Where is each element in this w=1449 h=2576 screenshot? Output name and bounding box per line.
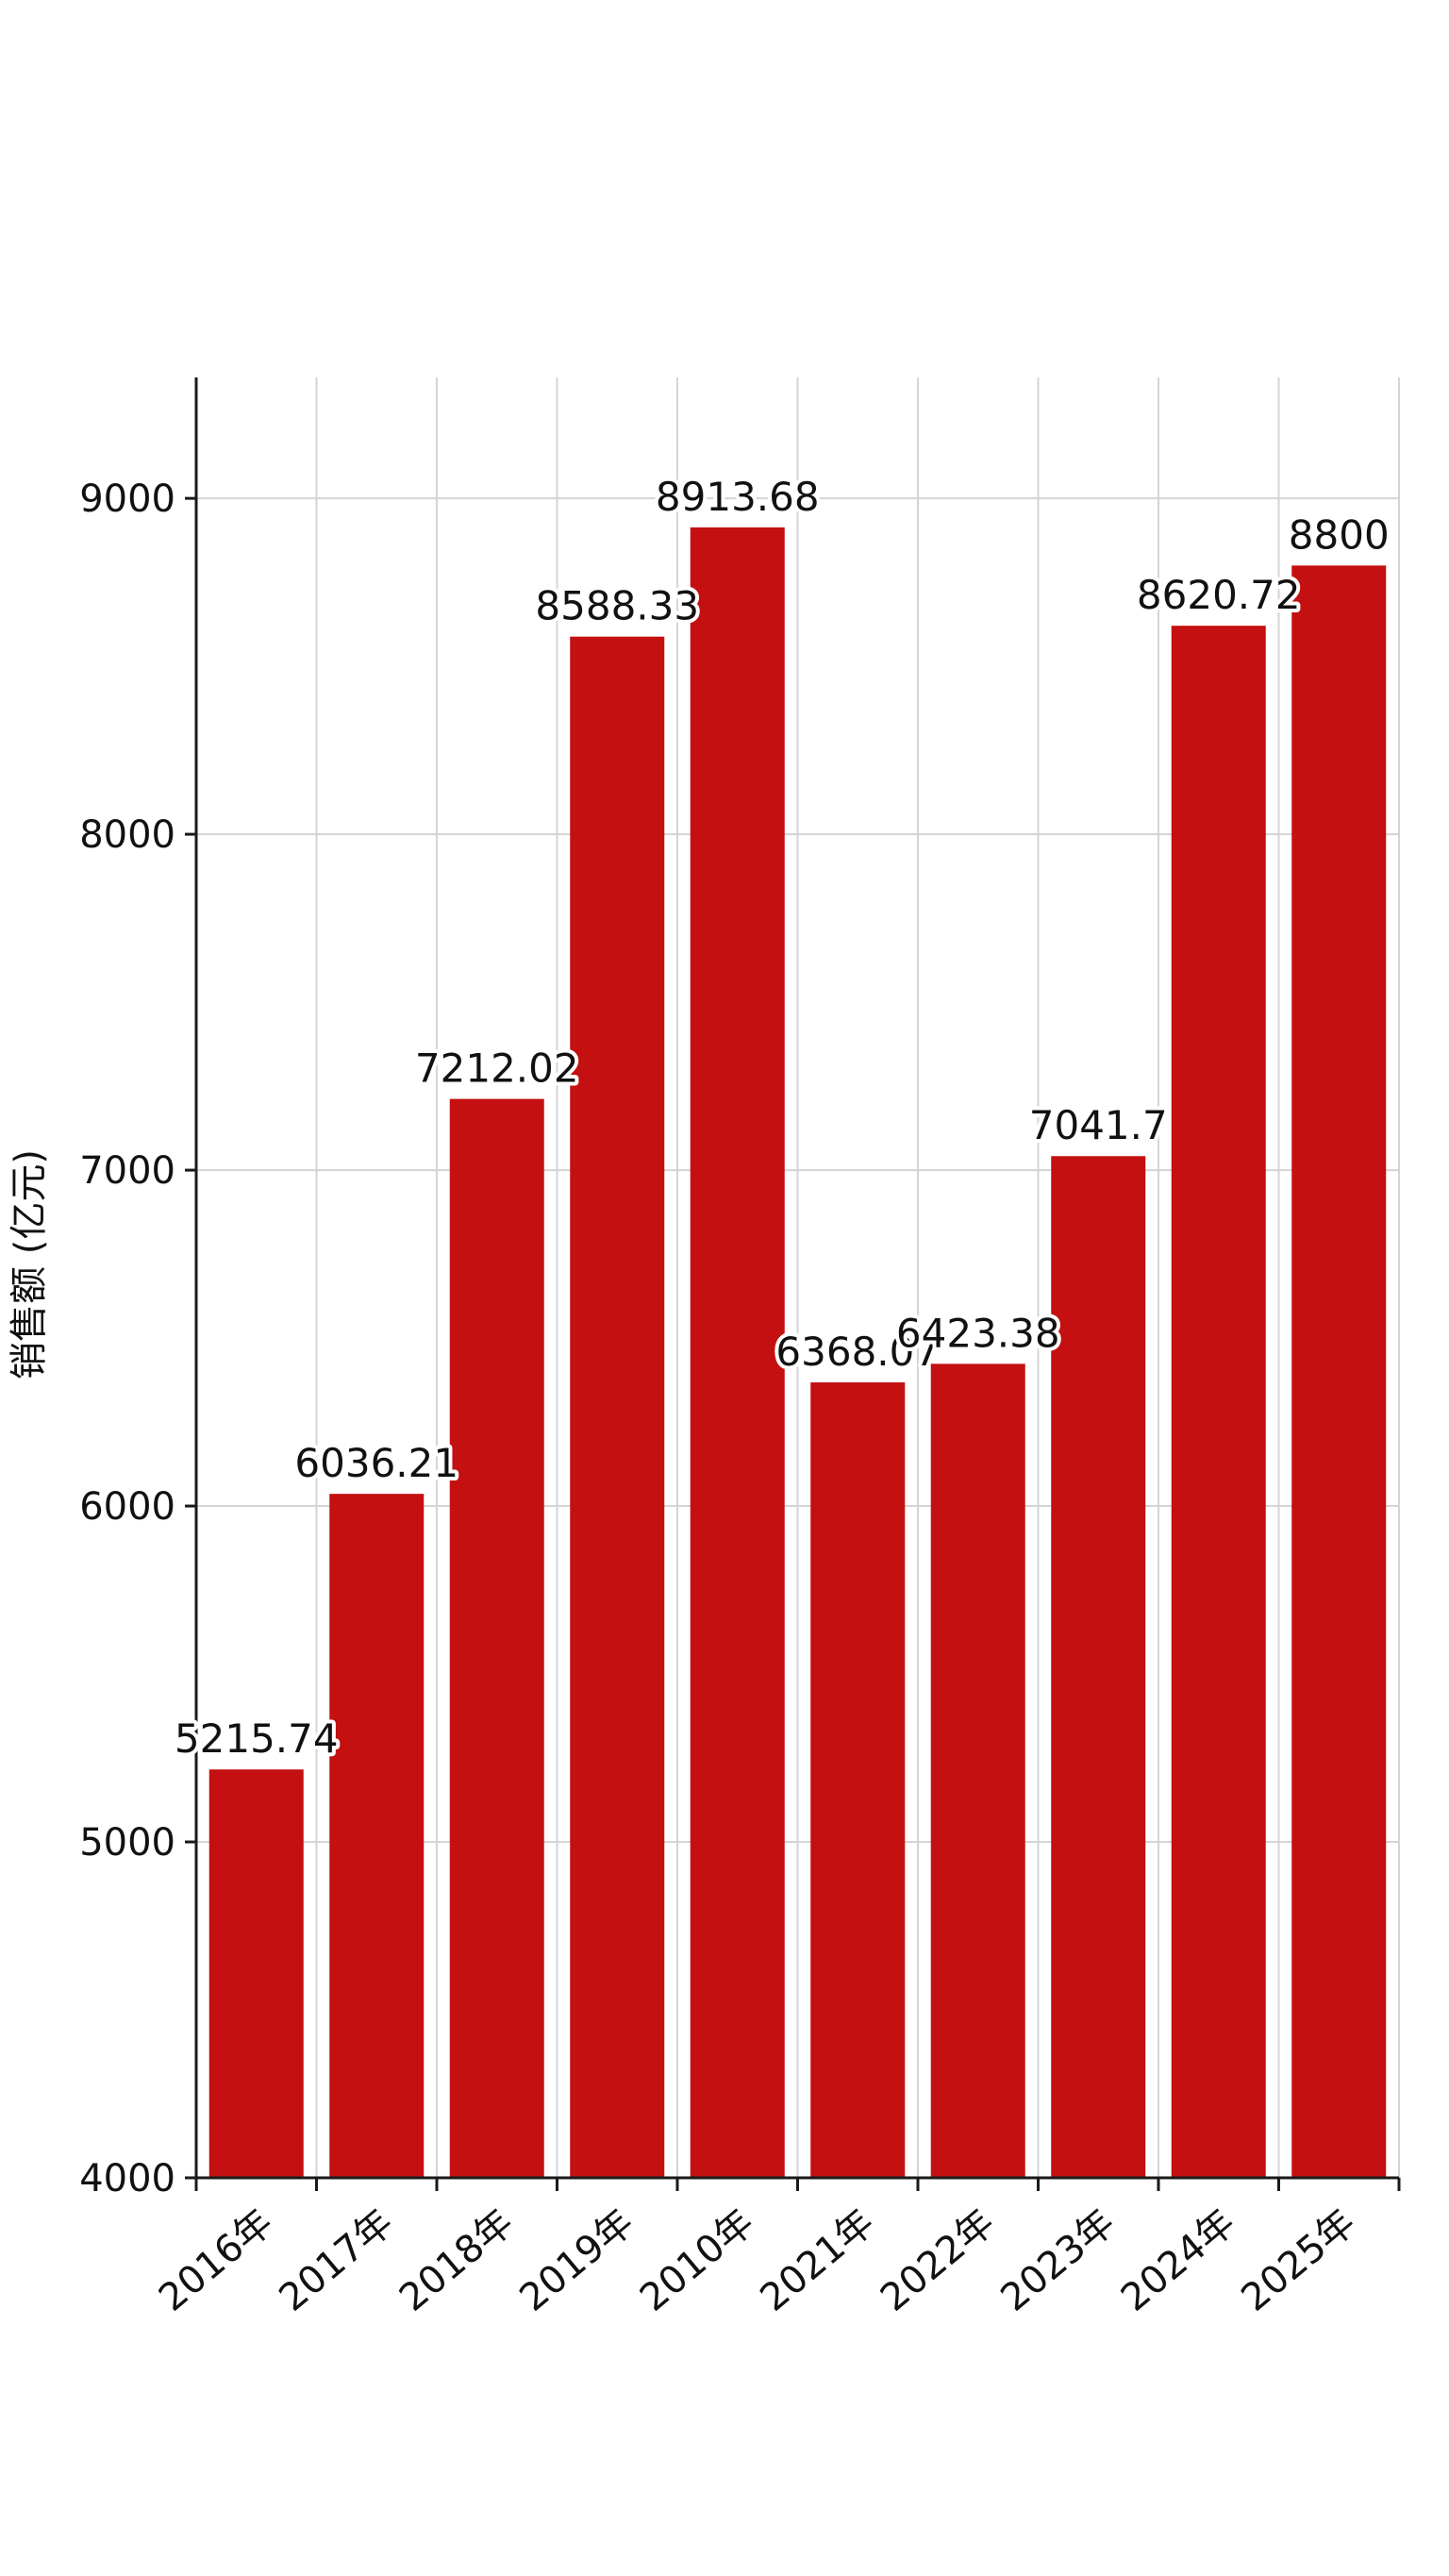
- bar-value-label: 8800: [1289, 511, 1390, 558]
- x-tick-label: 2016年: [151, 2200, 281, 2319]
- data-labels: 5215.74 6036.21 7212.02 8588.33 8913.68 6368.…: [171, 470, 1393, 1765]
- bar: [329, 1494, 425, 2178]
- bar-value-label: 5215.74: [175, 1715, 339, 1762]
- y-tick-label: 6000: [79, 1485, 175, 1529]
- bar-value-label: 6368.07: [775, 1329, 940, 1375]
- bar: [1291, 565, 1387, 2178]
- x-tick-label: 2010年: [632, 2200, 762, 2319]
- grid: [196, 377, 1400, 2178]
- x-tick-label: 2023年: [992, 2200, 1123, 2319]
- x-tick-label: 2019年: [511, 2200, 641, 2319]
- x-tick-label: 2022年: [873, 2200, 1003, 2319]
- bar-value-label: 6423.38: [896, 1310, 1060, 1356]
- bar-value-label: 6036.21: [294, 1440, 458, 1486]
- bar: [570, 636, 665, 2179]
- y-tick-label: 9000: [79, 477, 175, 521]
- x-tick-label: 2017年: [271, 2200, 401, 2319]
- bar: [930, 1363, 1025, 2178]
- bar: [208, 1769, 304, 2178]
- bar-value-label: 8913.68: [656, 474, 820, 520]
- bar: [1171, 626, 1266, 2178]
- bar-value-label: 8620.72: [1137, 572, 1301, 618]
- x-tick-label: 2021年: [752, 2200, 882, 2319]
- bar: [810, 1382, 906, 2178]
- y-tick-label: 7000: [79, 1149, 175, 1193]
- x-tick-label: 2025年: [1233, 2200, 1363, 2319]
- bar: [449, 1098, 544, 2178]
- bar: [1051, 1156, 1146, 2178]
- bar: [690, 527, 785, 2178]
- y-tick-label: 4000: [79, 2157, 175, 2200]
- bars: [208, 527, 1387, 2179]
- bar-value-label: 7041.7: [1029, 1102, 1168, 1148]
- x-tick-label: 2024年: [1113, 2200, 1243, 2319]
- y-axis-title: 销售额 (亿元): [8, 1149, 51, 1380]
- bar-value-label: 8588.33: [535, 583, 699, 629]
- x-tick-label: 2018年: [391, 2200, 522, 2319]
- y-tick-label: 8000: [79, 813, 175, 857]
- y-tick-label: 5000: [79, 1821, 175, 1865]
- bar-value-label: 7212.02: [415, 1045, 579, 1092]
